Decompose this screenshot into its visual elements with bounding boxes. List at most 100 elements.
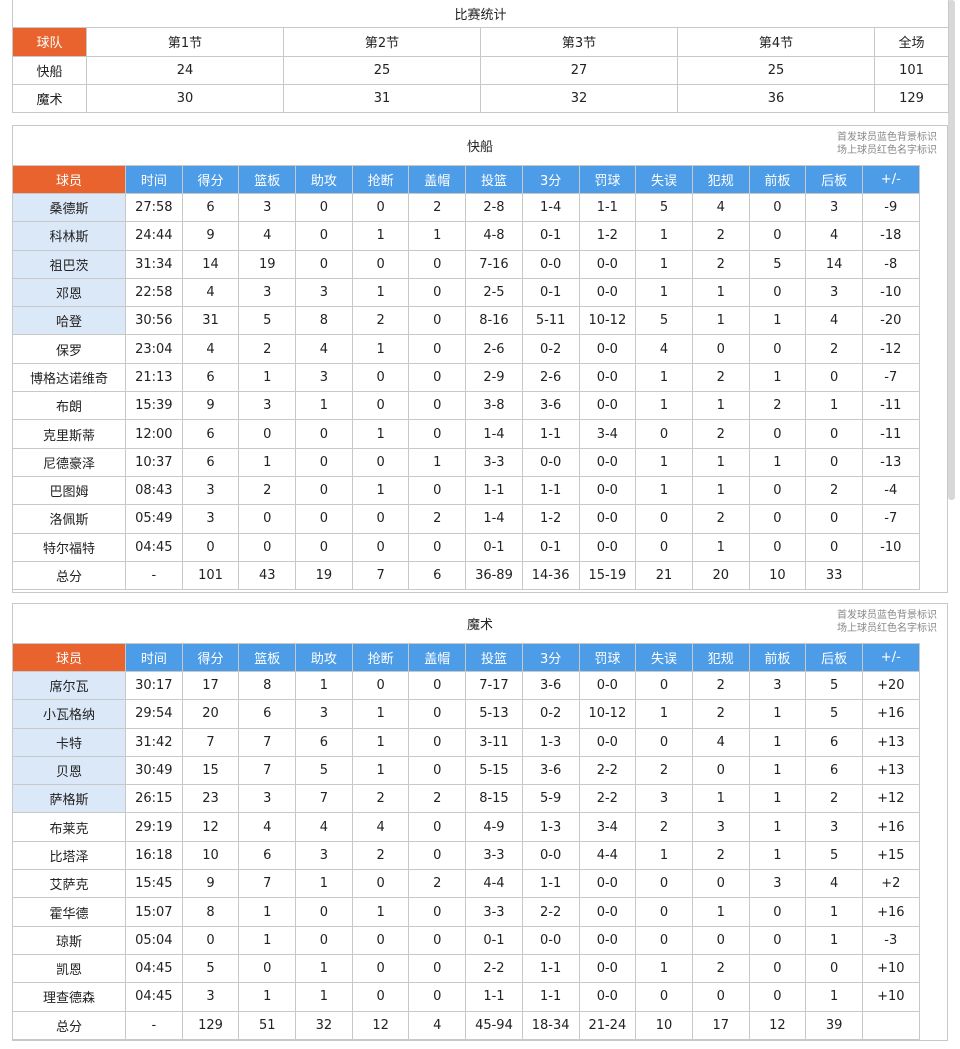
cell: 17 xyxy=(181,670,240,701)
cell: 0-0 xyxy=(578,869,637,899)
cell: 0 xyxy=(635,925,693,955)
cell: 1 xyxy=(691,475,750,506)
cell: 1 xyxy=(351,419,410,449)
cell: 1 xyxy=(748,306,807,336)
cell: 0 xyxy=(408,812,467,842)
header-row: 球员 时间 得分 篮板 助攻 抢断 盖帽 投篮 3分 罚球 失误 犯规 前板 后板 +/- xyxy=(12,643,920,672)
cell: 0 xyxy=(748,897,807,927)
cell: 0 xyxy=(295,192,353,223)
cell: 0 xyxy=(351,391,410,421)
cell: 101 xyxy=(181,560,240,591)
cell: -10 xyxy=(861,277,920,308)
cell: 0 xyxy=(351,447,410,477)
player-row: 凯恩 04:45 5 0 1 0 0 2-2 1-1 0-0 1 2 0 0 +10 xyxy=(12,953,920,984)
cell: -4 xyxy=(861,475,920,506)
cell: 9 xyxy=(181,221,240,251)
cell: 尼德豪泽 xyxy=(12,447,126,477)
cell: 19 xyxy=(295,560,353,591)
cell: 1 xyxy=(295,869,353,899)
cell: 23 xyxy=(181,784,240,814)
cell: 3 xyxy=(691,812,750,842)
cell: 1 xyxy=(805,897,863,927)
cell: 0-2 xyxy=(521,334,580,364)
cell: 5-15 xyxy=(465,755,523,786)
scrollbar[interactable] xyxy=(948,0,955,500)
cell: +20 xyxy=(861,670,920,701)
cell: 1 xyxy=(748,784,807,814)
cell: 4-8 xyxy=(465,221,523,251)
cell: 5 xyxy=(748,249,807,279)
cell: 2 xyxy=(635,755,693,786)
cell: 0-0 xyxy=(578,391,637,421)
player-row: 比塔泽 16:18 10 6 3 2 0 3-3 0-0 4-4 1 2 1 5 +15 xyxy=(12,840,920,871)
cell: 36 xyxy=(677,83,875,113)
cell: 0-0 xyxy=(578,925,637,955)
cell: 0-0 xyxy=(578,670,637,701)
cell: -13 xyxy=(861,447,920,477)
cell: 0 xyxy=(351,504,410,534)
cell: 1 xyxy=(748,812,807,842)
cell: 0 xyxy=(635,504,693,534)
cell: 3 xyxy=(238,784,297,814)
cell: 0 xyxy=(805,532,863,562)
cell: 1-4 xyxy=(465,419,523,449)
cell: 0-0 xyxy=(578,447,637,477)
cell: 4 xyxy=(295,812,353,842)
cell: 1-4 xyxy=(521,192,580,223)
cell: 0 xyxy=(748,532,807,562)
cell: 1 xyxy=(351,755,410,786)
cell: 1 xyxy=(635,391,693,421)
cell: 0 xyxy=(748,982,807,1012)
cell: 1 xyxy=(295,391,353,421)
cell: 7 xyxy=(181,727,240,757)
cell: 1 xyxy=(748,755,807,786)
cell: 04:45 xyxy=(125,982,183,1012)
cell: 0 xyxy=(408,925,467,955)
cell: 2 xyxy=(691,504,750,534)
cell: 5-9 xyxy=(521,784,580,814)
cell: 4 xyxy=(635,334,693,364)
cell: 0-2 xyxy=(521,699,580,729)
cell: 7 xyxy=(238,869,297,899)
cell: 小瓦格纳 xyxy=(12,699,126,729)
cell: 2 xyxy=(238,334,297,364)
cell: 凯恩 xyxy=(12,953,126,984)
cell: 7 xyxy=(238,727,297,757)
cell: 12 xyxy=(181,812,240,842)
cell: 4 xyxy=(295,334,353,364)
cell: 10-12 xyxy=(578,306,637,336)
cell: 31:42 xyxy=(125,727,183,757)
cell: 20 xyxy=(181,699,240,729)
cell: 23:04 xyxy=(125,334,183,364)
cell: 27:58 xyxy=(125,192,183,223)
cell: 0 xyxy=(408,475,467,506)
cell: 0 xyxy=(408,362,467,393)
cell: 2-8 xyxy=(465,192,523,223)
cell: 1 xyxy=(691,532,750,562)
cell: 1 xyxy=(748,727,807,757)
cell: 0 xyxy=(408,953,467,984)
cell: -9 xyxy=(861,192,920,223)
cell: -7 xyxy=(861,362,920,393)
cell: 2 xyxy=(691,840,750,871)
cell: -7 xyxy=(861,504,920,534)
cell: 哈登 xyxy=(12,306,126,336)
cell: 0 xyxy=(238,419,297,449)
cell: +16 xyxy=(861,699,920,729)
box-score: 球员 时间 得分 篮板 助攻 抢断 盖帽 投篮 3分 罚球 失误 犯规 前板 后板 +/- 桑德斯 27:58 6… xyxy=(12,165,920,591)
cell: 51 xyxy=(238,1010,297,1040)
cell: 1 xyxy=(805,391,863,421)
cell: 7-17 xyxy=(465,670,523,701)
cell: 2 xyxy=(691,419,750,449)
cell: 05:04 xyxy=(125,925,183,955)
cell: 15:07 xyxy=(125,897,183,927)
cell: 1 xyxy=(691,391,750,421)
cell: 2 xyxy=(805,475,863,506)
cell: 0 xyxy=(408,334,467,364)
cell: 理查德森 xyxy=(12,982,126,1012)
cell: 0-1 xyxy=(465,925,523,955)
cell: 4 xyxy=(408,1010,467,1040)
cell: 快船 xyxy=(12,55,87,85)
cell: 洛佩斯 xyxy=(12,504,126,534)
cell: 101 xyxy=(873,55,950,85)
